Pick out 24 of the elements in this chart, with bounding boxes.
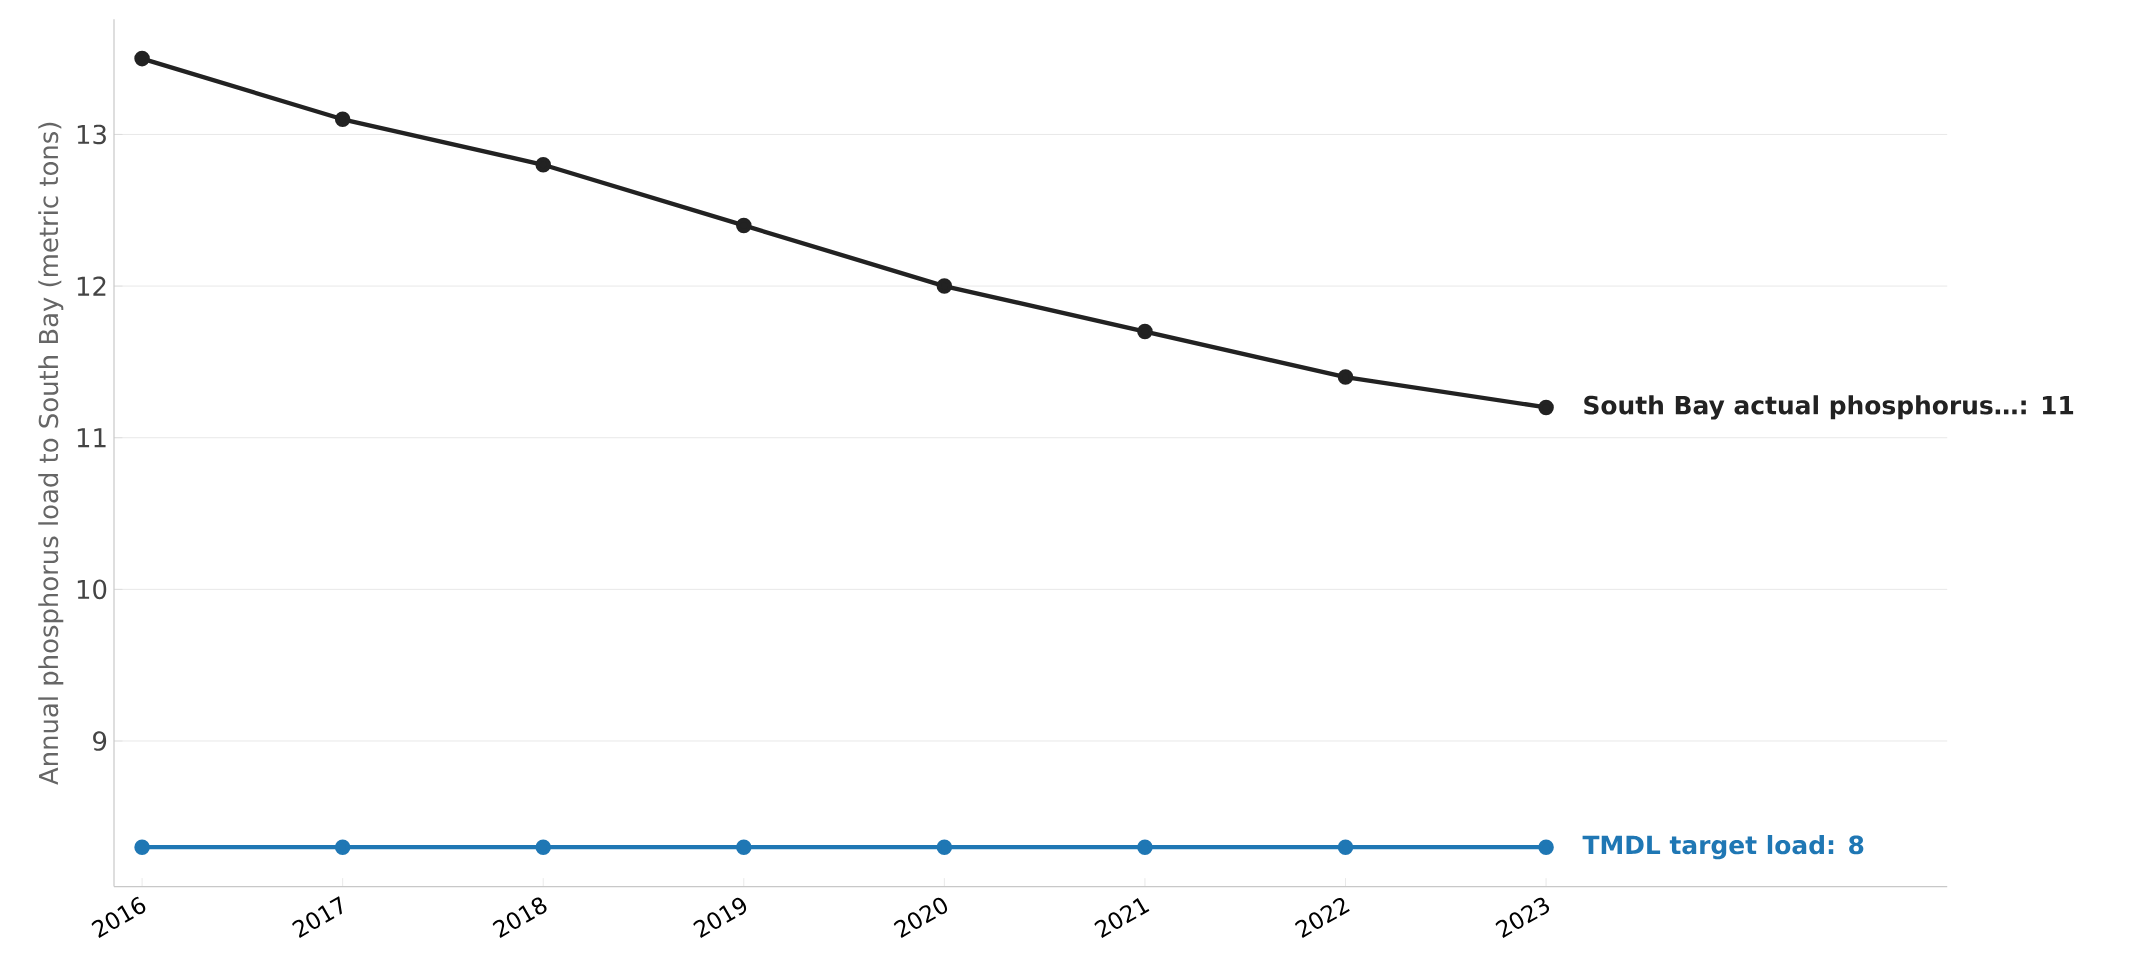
y-axis-title: Annual phosphorus load to South Bay (metric tons): [38, 122, 64, 785]
point: [736, 217, 752, 234]
point: [535, 157, 551, 173]
point: [134, 839, 150, 855]
y-tick-label: 12: [77, 276, 106, 296]
point: [134, 50, 150, 67]
point: [1538, 839, 1554, 855]
point: [1538, 399, 1554, 416]
point: [1337, 369, 1354, 385]
point: [1337, 839, 1354, 855]
point: [936, 278, 953, 294]
point: [535, 839, 551, 855]
y-tick-label: 9: [93, 731, 107, 751]
point: [736, 839, 752, 855]
annotation: South Bay actual phosphorus…: 11: [1584, 395, 2074, 420]
y-tick-label: 11: [77, 428, 106, 448]
annotation: TMDL target load: 8: [1582, 835, 1864, 860]
point: [334, 839, 351, 855]
point: [1137, 323, 1153, 340]
point: [334, 111, 351, 128]
y-tick-label: 10: [77, 579, 107, 600]
point: [936, 839, 953, 855]
point: [1137, 839, 1153, 855]
y-tick-label: 13: [77, 124, 106, 145]
